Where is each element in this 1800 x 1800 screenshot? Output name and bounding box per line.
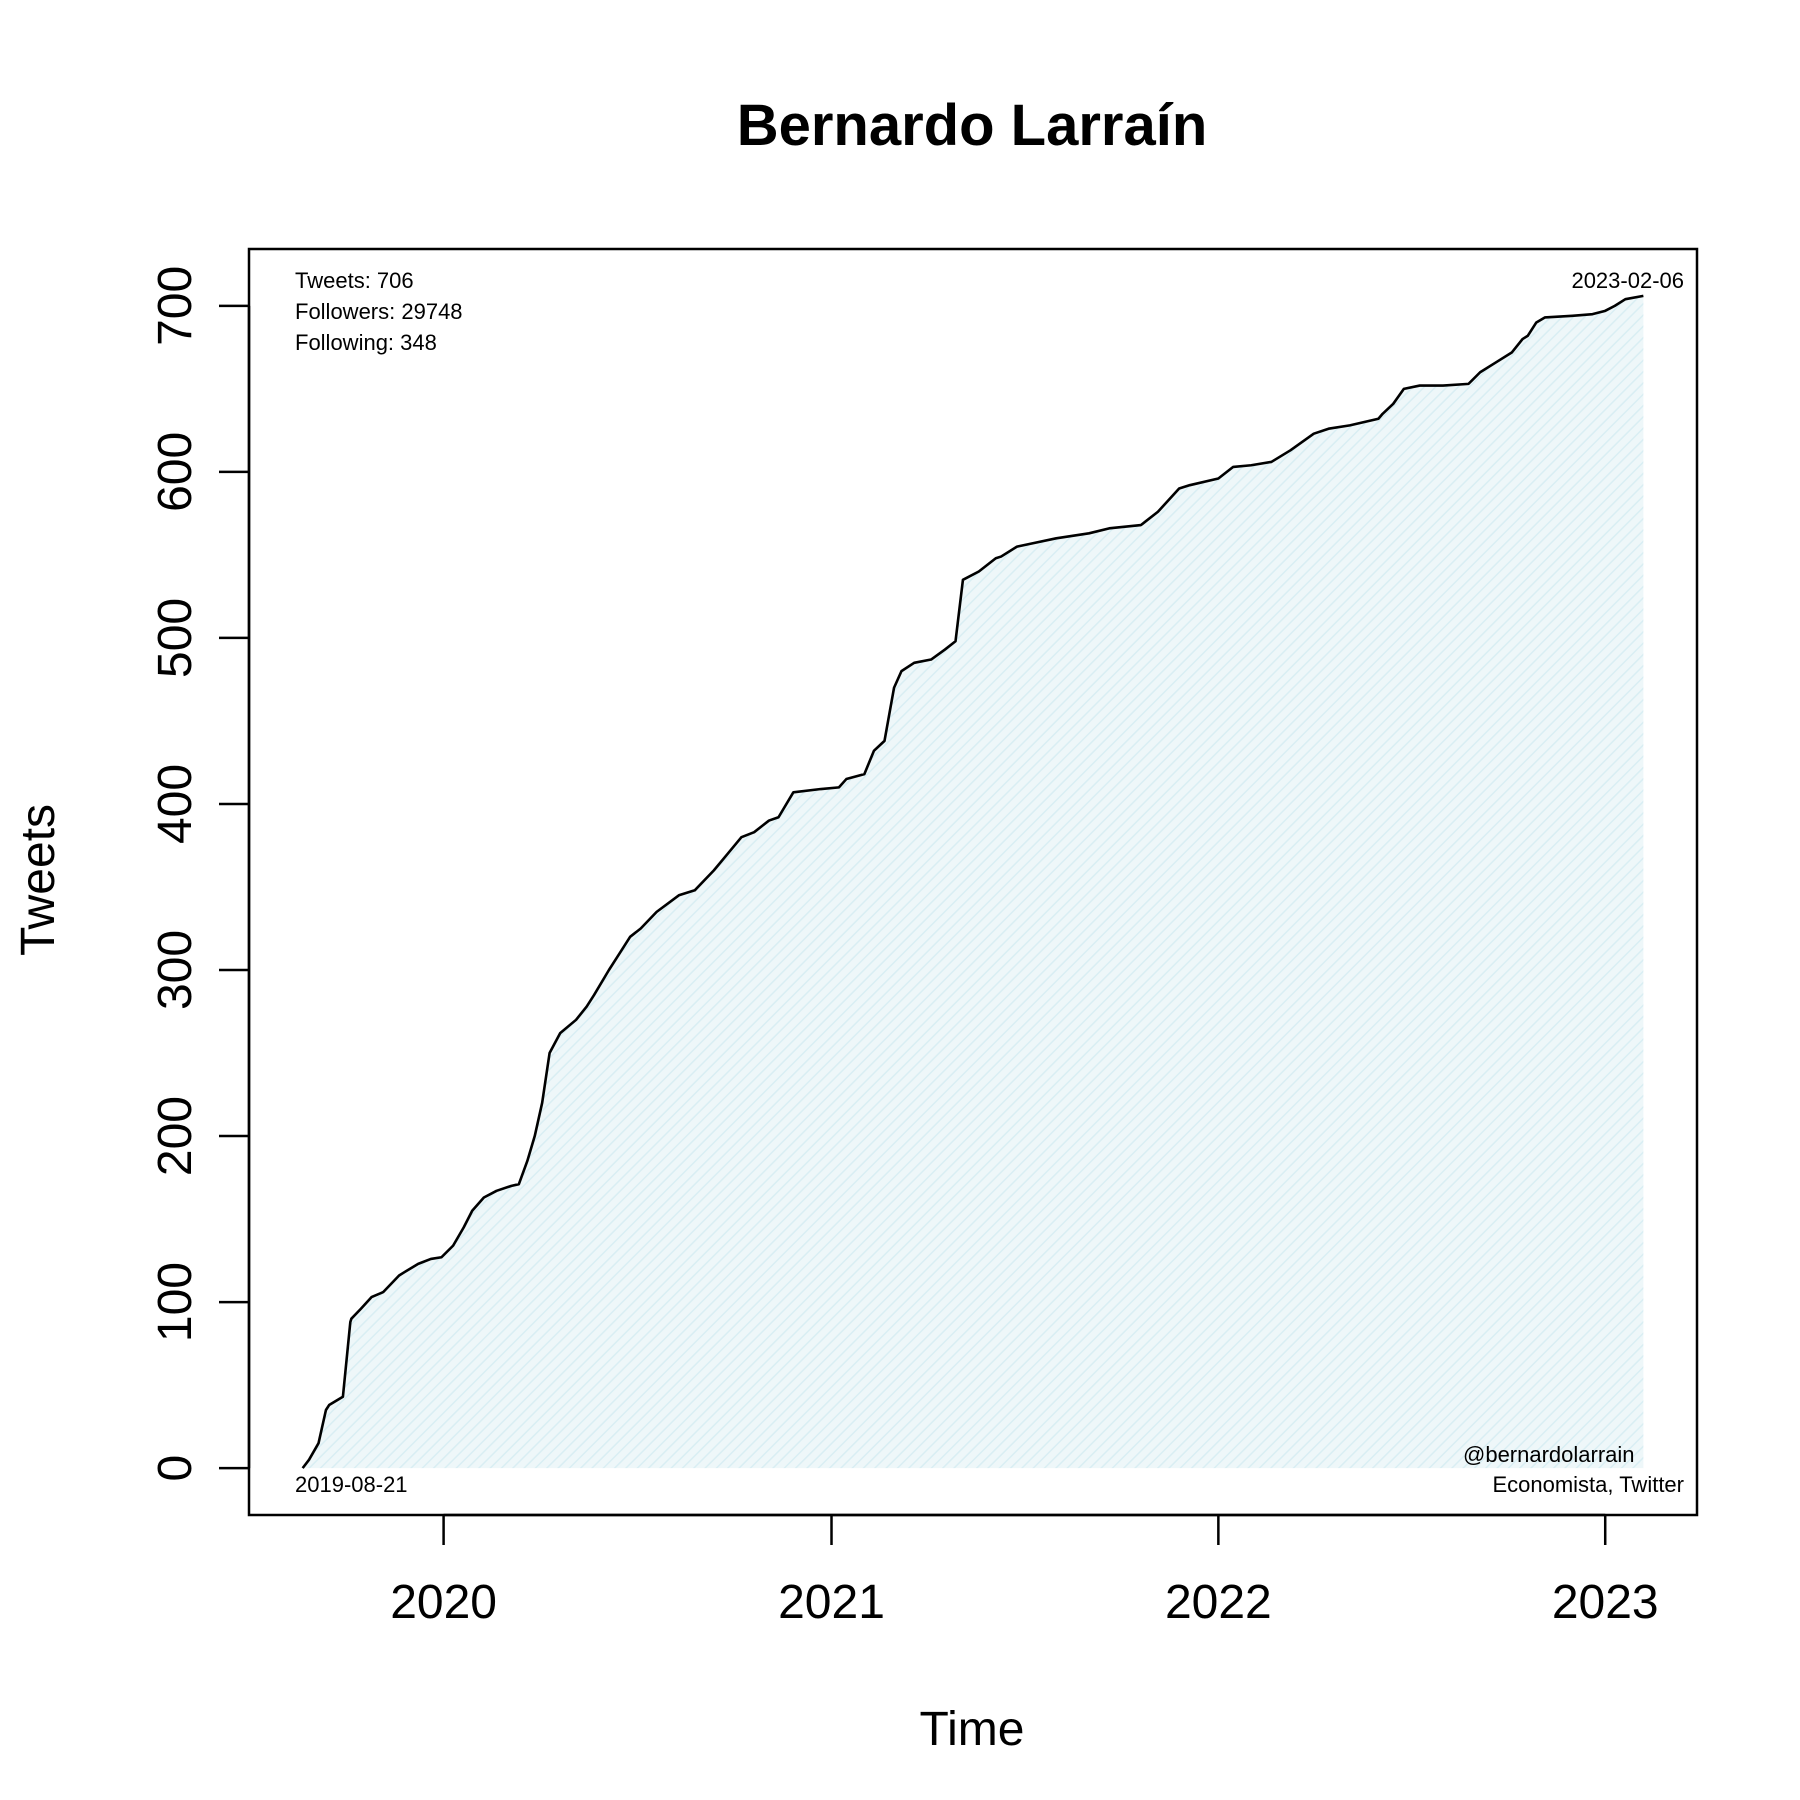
x-tick-label: 2023 bbox=[1552, 1576, 1659, 1629]
y-tick-label: 700 bbox=[149, 266, 202, 346]
y-tick-label: 500 bbox=[149, 598, 202, 678]
start-date-label: 2019-08-21 bbox=[295, 1472, 408, 1497]
plot-area bbox=[301, 294, 1644, 1469]
x-tick-label: 2022 bbox=[1165, 1576, 1272, 1629]
y-axis-title: Tweets bbox=[12, 804, 65, 956]
y-tick-label: 600 bbox=[149, 432, 202, 512]
chart-title: Bernardo Larraín bbox=[737, 93, 1208, 158]
stat-following: Following: 348 bbox=[295, 330, 437, 355]
stat-followers: Followers: 29748 bbox=[295, 299, 463, 324]
stat-tweets: Tweets: 706 bbox=[295, 268, 414, 293]
x-tick-label: 2020 bbox=[390, 1576, 497, 1629]
end-date-label: 2023-02-06 bbox=[1571, 268, 1684, 293]
y-tick-label: 100 bbox=[149, 1262, 202, 1342]
y-tick-label: 400 bbox=[149, 764, 202, 844]
x-axis: 2020 2021 2022 2023 bbox=[390, 1513, 1659, 1629]
source-label: Economista, Twitter bbox=[1492, 1472, 1684, 1497]
x-tick-label: 2021 bbox=[778, 1576, 885, 1629]
y-tick-label: 200 bbox=[149, 1096, 202, 1176]
x-axis-title: Time bbox=[920, 1703, 1025, 1756]
tweets-area-fill bbox=[302, 295, 1644, 1469]
handle-label: @bernardolarrain bbox=[1463, 1442, 1635, 1467]
tweets-cumulative-line bbox=[301, 294, 1644, 1469]
y-tick-label: 0 bbox=[149, 1455, 202, 1482]
y-tick-label: 300 bbox=[149, 930, 202, 1010]
y-axis: 0 100 200 300 400 500 600 700 bbox=[149, 266, 251, 1482]
